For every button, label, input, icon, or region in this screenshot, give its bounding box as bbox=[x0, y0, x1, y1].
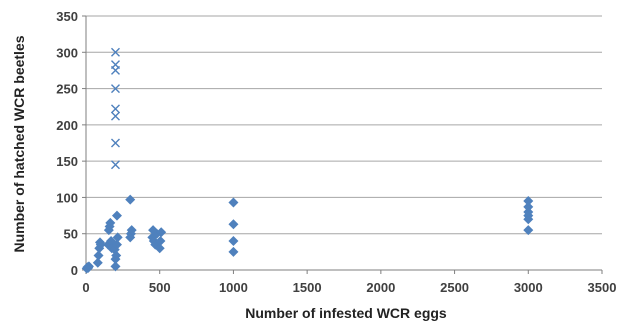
data-point-diamond bbox=[154, 243, 165, 254]
x-tick-label: 1500 bbox=[293, 280, 322, 295]
data-point-diamond bbox=[93, 250, 104, 261]
data-point-x bbox=[110, 47, 120, 57]
data-point-diamond bbox=[111, 210, 122, 221]
x-tick-label: 500 bbox=[149, 280, 171, 295]
data-point-x bbox=[110, 104, 120, 114]
grid-lines bbox=[86, 15, 602, 235]
y-tick-label: 50 bbox=[64, 227, 78, 242]
x-tick-label: 3500 bbox=[588, 280, 617, 295]
data-point-diamond bbox=[112, 232, 123, 243]
y-tick-label: 100 bbox=[56, 190, 78, 205]
y-tick-label: 300 bbox=[56, 45, 78, 60]
data-point-diamond bbox=[111, 250, 122, 261]
x-axis-title: Number of infested WCR eggs bbox=[245, 305, 447, 321]
y-tick-label: 0 bbox=[71, 263, 78, 278]
data-point-diamond bbox=[92, 257, 103, 268]
data-point-x bbox=[110, 60, 120, 70]
data-point-diamond bbox=[228, 235, 239, 246]
y-tick-label: 250 bbox=[56, 82, 78, 97]
data-point-diamond bbox=[111, 239, 122, 250]
data-point-x bbox=[110, 138, 120, 148]
x-tick-label: 1000 bbox=[219, 280, 248, 295]
data-point-diamond bbox=[156, 227, 167, 238]
data-point-diamond bbox=[228, 197, 239, 208]
x-tick-label: 2000 bbox=[366, 280, 395, 295]
y-tick-label: 200 bbox=[56, 118, 78, 133]
x-tick-label: 2500 bbox=[440, 280, 469, 295]
data-point-x bbox=[110, 111, 120, 121]
axes bbox=[82, 15, 603, 274]
data-point-diamond bbox=[83, 261, 94, 272]
data-point-x bbox=[110, 160, 120, 170]
x-tick-label: 3000 bbox=[514, 280, 543, 295]
data-point-diamond bbox=[110, 261, 121, 272]
y-tick-label: 150 bbox=[56, 154, 78, 169]
data-points bbox=[81, 47, 534, 274]
y-tick-label: 350 bbox=[56, 9, 78, 24]
data-point-diamond bbox=[126, 225, 137, 236]
x-tick-label: 0 bbox=[82, 280, 89, 295]
data-point-diamond bbox=[155, 235, 166, 246]
data-point-diamond bbox=[105, 217, 116, 228]
data-point-diamond bbox=[523, 225, 534, 236]
y-axis-title: Number of hatched WCR beetles bbox=[11, 35, 27, 252]
data-point-diamond bbox=[228, 219, 239, 230]
data-point-diamond bbox=[523, 196, 534, 207]
data-point-diamond bbox=[95, 239, 106, 250]
data-point-diamond bbox=[228, 246, 239, 257]
data-point-diamond bbox=[125, 194, 136, 205]
data-point-diamond bbox=[523, 201, 534, 212]
data-point-x bbox=[110, 84, 120, 94]
data-point-diamond bbox=[523, 206, 534, 217]
